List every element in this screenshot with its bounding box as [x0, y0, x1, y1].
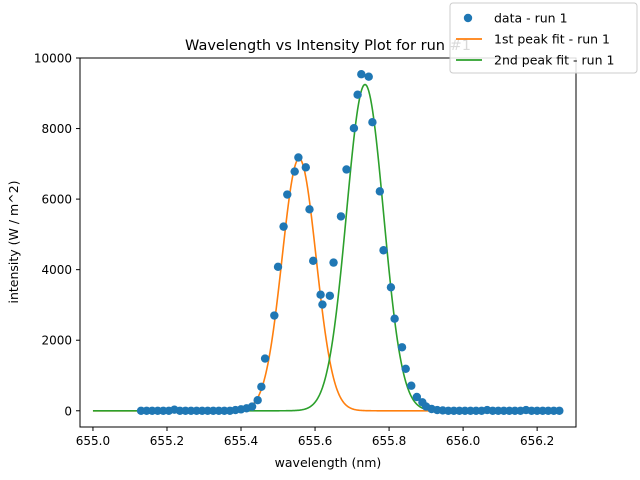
y-tick-label: 2000 [41, 334, 72, 348]
legend-label: 2nd peak fit - run 1 [494, 53, 614, 68]
legend-label: data - run 1 [494, 11, 568, 26]
data-point [375, 187, 385, 196]
x-tick-label: 656.2 [520, 434, 554, 448]
y-tick-label: 6000 [41, 193, 72, 207]
fit-line-1 [92, 157, 464, 412]
data-point [279, 222, 288, 231]
legend-box [449, 2, 638, 74]
data-point [273, 262, 283, 272]
data-point [318, 300, 327, 309]
data-point [555, 406, 564, 415]
x-axis: 655.0 655.2 655.4 655.6 655.8 656.0 656.2 [76, 427, 554, 448]
x-tick-label: 655.4 [224, 434, 258, 448]
legend-label: 1st peak fit - run 1 [494, 32, 610, 47]
data-point [336, 212, 346, 221]
x-axis-label: wavelength (nm) [275, 455, 382, 470]
data-point [253, 395, 262, 405]
data-point [407, 381, 416, 390]
data-point [257, 382, 266, 391]
data-point [349, 124, 359, 133]
x-tick-label: 656.0 [446, 434, 480, 448]
legend-marker [463, 13, 473, 23]
data-point [364, 72, 373, 81]
y-tick-label: 0 [64, 404, 72, 418]
data-point [325, 291, 335, 300]
data-point [305, 205, 314, 214]
data-point [379, 246, 388, 255]
axes-frame [79, 57, 577, 428]
data-point [294, 153, 303, 162]
chart-title: Wavelength vs Intensity Plot for run #1 [185, 38, 471, 54]
data-point [260, 354, 270, 363]
y-tick-label: 10000 [34, 52, 72, 66]
legend: data - run 1 1st peak fit - run 1 2nd peak… [449, 2, 638, 74]
y-tick-label: 4000 [41, 263, 72, 277]
x-tick-label: 655.2 [150, 434, 184, 448]
data-point [368, 118, 377, 127]
data-point [290, 167, 299, 176]
data-point [390, 314, 399, 323]
y-axis-label: intensity (W / m^2) [6, 180, 21, 303]
data-point [316, 290, 325, 299]
data-point [329, 258, 338, 267]
data-point [301, 163, 310, 172]
data-point [353, 90, 362, 99]
data-point [247, 402, 257, 411]
data-point [386, 283, 396, 292]
data-point [357, 70, 366, 79]
x-tick-label: 655.6 [298, 434, 332, 448]
data-point [270, 311, 279, 320]
data-point [342, 165, 351, 174]
y-tick-label: 8000 [41, 122, 72, 136]
data-point [412, 392, 422, 402]
data-point [308, 256, 318, 266]
data-point [397, 343, 407, 352]
plot-area [92, 70, 564, 415]
y-axis: 0 2000 4000 6000 8000 10000 [34, 52, 80, 418]
fit-line-2 [92, 83, 464, 412]
x-tick-label: 655.0 [76, 434, 110, 448]
x-tick-label: 655.8 [372, 434, 406, 448]
data-point [283, 190, 292, 199]
data-point [401, 364, 410, 373]
